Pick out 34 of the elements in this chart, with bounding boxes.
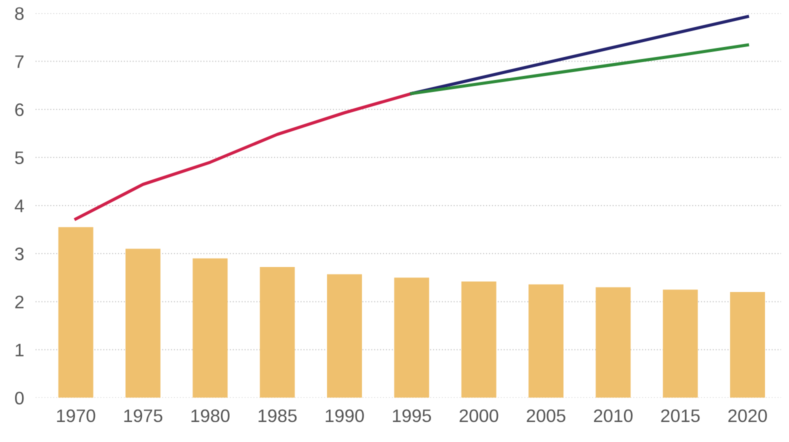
bar (260, 267, 295, 398)
line-series (410, 43, 750, 96)
bar (327, 274, 362, 398)
x-tick-label: 1975 (124, 409, 162, 422)
y-tick-label: 2 (15, 296, 24, 308)
bar (528, 284, 564, 398)
x-tick-label: 2010 (594, 409, 633, 422)
y-tick-label: 8 (15, 7, 24, 20)
y-tick-label: 3 (15, 248, 24, 260)
x-tick-label: 2005 (526, 409, 566, 422)
bar (730, 292, 765, 398)
y-tick-label: 0 (15, 392, 24, 405)
x-tick-label: 1990 (326, 409, 364, 422)
bar (126, 248, 160, 398)
y-tick-label: 7 (15, 55, 24, 68)
x-tick-label: 1985 (258, 409, 297, 422)
x-tick-label: 1980 (191, 409, 230, 422)
bar (192, 258, 228, 398)
y-tick-label: 1 (16, 344, 24, 356)
line-series (74, 92, 414, 221)
x-tick-label: 1970 (57, 409, 96, 422)
bar (596, 287, 631, 398)
y-tick-label: 5 (15, 152, 24, 164)
x-tick-label: 2015 (661, 409, 700, 422)
x-tick-label: 1995 (392, 409, 431, 422)
bar (394, 278, 430, 398)
x-tick-label: 2000 (460, 409, 498, 422)
y-tick-label: 6 (15, 103, 24, 116)
x-tick-label: 2020 (728, 409, 767, 422)
bar (662, 290, 698, 398)
line-series (410, 15, 750, 96)
y-tick-label: 4 (14, 200, 24, 212)
bar (461, 281, 496, 398)
bar (58, 227, 94, 398)
